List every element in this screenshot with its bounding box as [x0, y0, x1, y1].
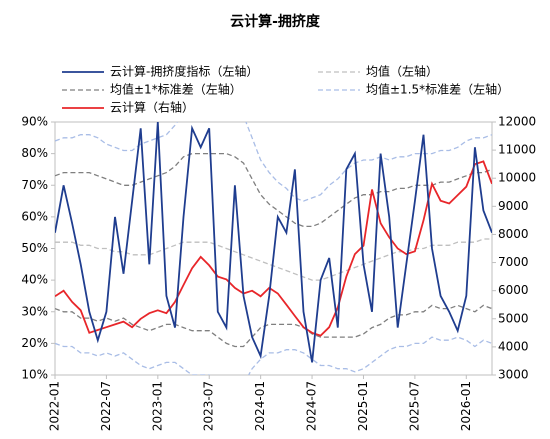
legend-label: 均值±1.5*标准差（左轴）	[366, 82, 509, 97]
y-tick-label: 50%	[21, 241, 48, 255]
x-tick-label: 2025-01	[356, 381, 370, 431]
y2-tick-label: 11000	[498, 143, 536, 157]
y2-tick-label: 6000	[498, 283, 529, 297]
y-tick-label: 80%	[21, 146, 48, 160]
series-line	[55, 238, 492, 281]
y2-tick-label: 4000	[498, 339, 529, 353]
y2-tick-label: 9000	[498, 199, 529, 213]
series-line	[55, 304, 492, 348]
y-tick-label: 90%	[21, 115, 48, 129]
chart-title: 云计算-拥挤度	[230, 13, 321, 30]
y2-tick-label: 12000	[498, 115, 536, 129]
series-line	[55, 160, 492, 337]
y-tick-label: 40%	[21, 273, 48, 287]
series-line	[55, 122, 492, 363]
x-tick-label: 2025-07	[407, 381, 421, 431]
y2-tick-label: 7000	[498, 255, 529, 269]
x-tick-label: 2024-01	[253, 381, 267, 431]
x-tick-label: 2023-07	[202, 381, 216, 431]
y-tick-label: 30%	[21, 304, 48, 318]
x-tick-label: 2022-01	[48, 381, 62, 431]
legend-label: 云计算-拥挤度指标（左轴）	[110, 64, 258, 79]
y2-tick-label: 5000	[498, 311, 529, 325]
x-tick-label: 2024-07	[305, 381, 319, 431]
y-tick-label: 60%	[21, 209, 48, 223]
plot-area	[55, 122, 492, 375]
x-tick-label: 2022-07	[99, 381, 113, 431]
y2-tick-label: 10000	[498, 171, 536, 185]
y2-tick-label: 8000	[498, 227, 529, 241]
y2-tick-label: 3000	[498, 368, 529, 382]
series-line	[55, 336, 492, 375]
x-tick-label: 2026-01	[459, 381, 473, 431]
legend-label: 均值±1*标准差（左轴）	[110, 82, 242, 97]
y-tick-label: 20%	[21, 336, 48, 350]
y-tick-label: 10%	[21, 368, 48, 382]
series-line	[55, 122, 492, 202]
x-tick-label: 2023-01	[150, 381, 164, 431]
series-line	[55, 152, 492, 228]
y-tick-label: 70%	[21, 178, 48, 192]
legend-label: 云计算（右轴）	[110, 100, 194, 115]
legend-label: 均值（左轴）	[366, 64, 438, 79]
